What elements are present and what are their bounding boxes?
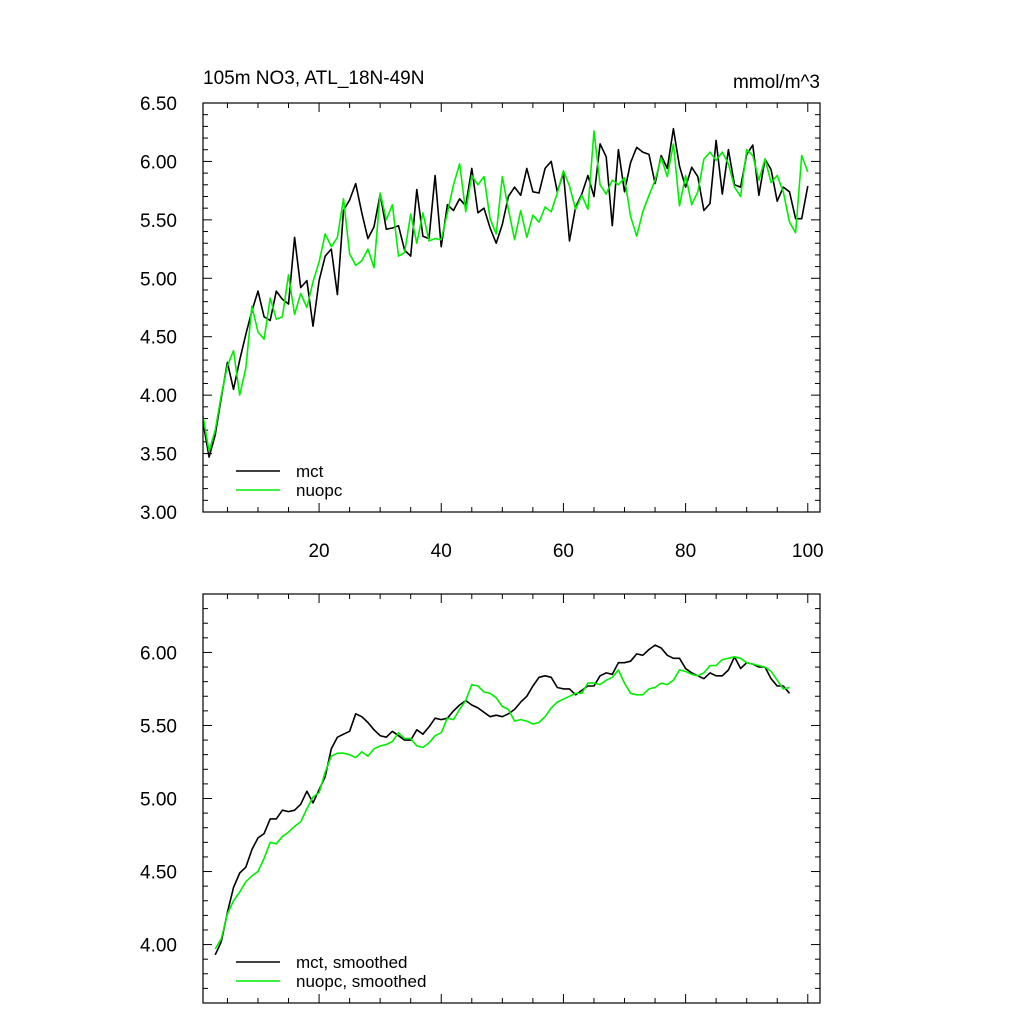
top-y-tick-label: 4.00	[140, 386, 177, 407]
top-tick-labels: 20 40 60 80 100 3.00 3.50 4.00 4.50 5.00 5.50 6.00 6…	[140, 94, 824, 562]
top-series	[202, 127, 809, 458]
bottom-legend-label-mct: mct, smoothed	[296, 953, 408, 972]
top-y-tick-label: 5.00	[140, 269, 177, 290]
bottom-legend: mct, smoothed nuopc, smoothed	[236, 953, 426, 991]
top-series-nuopc	[202, 130, 809, 453]
top-x-tick-label: 80	[675, 541, 696, 562]
bottom-tick-labels: 4.00 4.50 5.00 5.50 6.00	[140, 643, 177, 956]
top-x-tick-label: 40	[431, 541, 452, 562]
top-plot-frame	[202, 102, 821, 513]
top-series-mct	[202, 127, 809, 458]
top-chart-title: 105m NO3, ATL_18N-49N	[203, 68, 424, 89]
bottom-y-tick-label: 5.50	[140, 716, 177, 737]
top-y-tick-label: 6.00	[140, 152, 177, 173]
bottom-y-tick-label: 6.00	[140, 643, 177, 664]
top-y-tick-label: 5.50	[140, 211, 177, 232]
top-legend-label-mct: mct	[296, 462, 324, 481]
bottom-legend-label-nuopc: nuopc, smoothed	[296, 972, 426, 991]
bottom-series	[214, 644, 791, 956]
bottom-panel: 4.00 4.50 5.00 5.50 6.00 mct, smoothed nuopc…	[140, 593, 821, 1004]
top-ticks	[203, 102, 820, 513]
bottom-ticks	[203, 593, 820, 1004]
bottom-y-tick-label: 5.00	[140, 790, 177, 811]
top-x-tick-label: 60	[553, 541, 574, 562]
bottom-y-tick-label: 4.00	[140, 936, 177, 957]
top-panel: 105m NO3, ATL_18N-49N mmol/m^3 20 40 60 80 1…	[140, 68, 824, 562]
top-chart-units: mmol/m^3	[733, 72, 820, 93]
top-legend-label-nuopc: nuopc	[296, 481, 343, 500]
top-x-tick-label: 100	[792, 541, 824, 562]
top-y-tick-label: 6.50	[140, 94, 177, 115]
top-y-tick-label: 3.50	[140, 445, 177, 466]
bottom-plot-frame	[202, 593, 821, 1004]
bottom-series-mct-smoothed	[214, 644, 791, 956]
bottom-series-nuopc-smoothed	[214, 655, 790, 950]
top-y-tick-label: 3.00	[140, 503, 177, 524]
top-y-tick-label: 4.50	[140, 328, 177, 349]
bottom-y-tick-label: 4.50	[140, 863, 177, 884]
top-x-tick-label: 20	[308, 541, 329, 562]
top-legend: mct nuopc	[236, 462, 343, 500]
